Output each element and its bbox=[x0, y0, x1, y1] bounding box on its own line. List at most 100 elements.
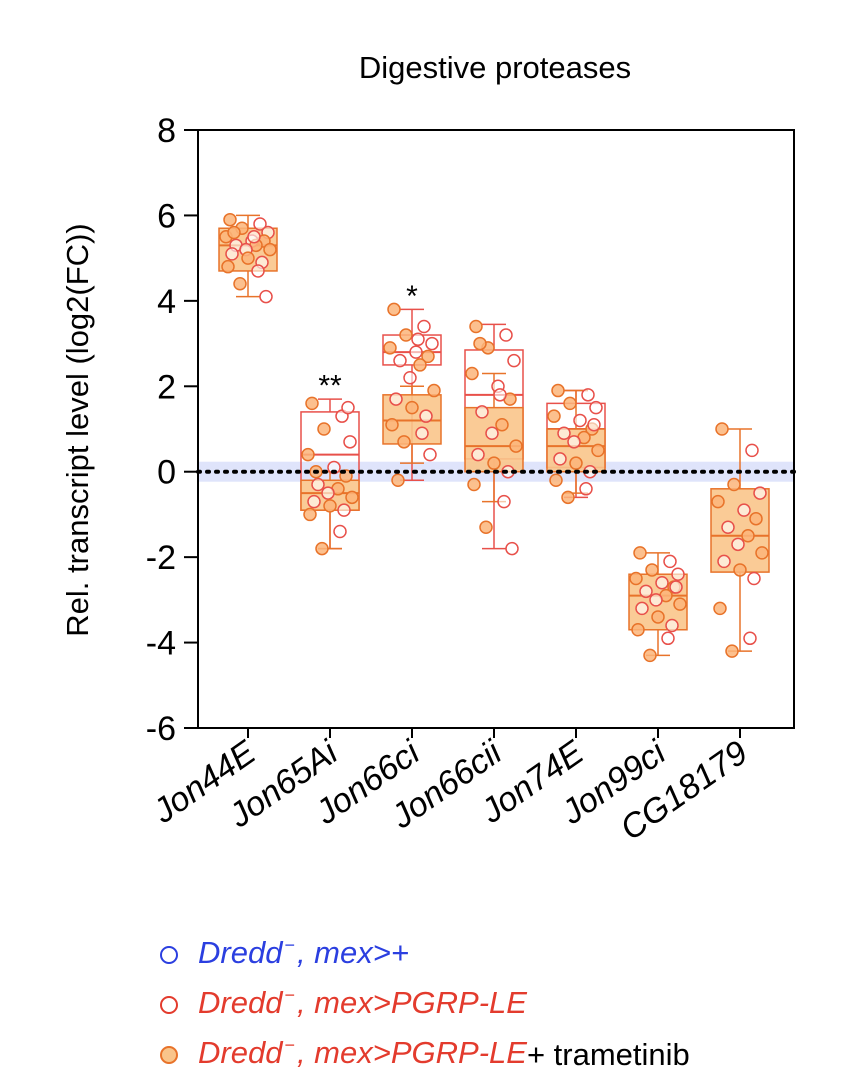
data-point bbox=[743, 631, 757, 646]
data-point bbox=[557, 426, 571, 441]
legend-marker-open-blue bbox=[160, 946, 178, 964]
data-point bbox=[727, 477, 741, 492]
data-point bbox=[745, 443, 759, 458]
legend-label: Dredd −, mex>PGRP-LE bbox=[198, 1035, 527, 1070]
data-point bbox=[485, 426, 499, 441]
data-point bbox=[643, 648, 657, 663]
data-point bbox=[247, 230, 261, 244]
plot-frame bbox=[197, 129, 795, 729]
data-point bbox=[343, 435, 357, 449]
data-point bbox=[747, 571, 761, 586]
data-point bbox=[337, 503, 351, 517]
data-point bbox=[403, 370, 417, 385]
data-point bbox=[639, 584, 653, 599]
data-point bbox=[263, 242, 277, 257]
y-tick-label: 8 bbox=[157, 112, 176, 150]
data-point bbox=[665, 618, 679, 633]
data-point bbox=[631, 623, 645, 637]
data-point bbox=[737, 503, 751, 517]
data-point bbox=[507, 353, 521, 368]
data-point bbox=[253, 217, 267, 231]
data-point bbox=[589, 400, 603, 415]
data-point bbox=[221, 259, 235, 274]
data-point bbox=[223, 212, 237, 227]
legend-entry-pgrp-trametinib: Dredd −, mex>PGRP-LE + trametinib bbox=[160, 1030, 690, 1080]
data-point bbox=[749, 511, 763, 526]
data-point bbox=[473, 336, 487, 351]
data-point bbox=[509, 439, 523, 453]
data-point bbox=[467, 477, 481, 492]
data-point bbox=[413, 358, 427, 372]
legend-marker-filled bbox=[160, 1046, 178, 1064]
y-tick-label: 6 bbox=[157, 197, 176, 235]
significance-marker: * bbox=[406, 280, 418, 313]
data-point bbox=[227, 225, 241, 240]
data-point bbox=[569, 456, 583, 470]
data-point bbox=[389, 392, 403, 406]
data-point bbox=[475, 405, 489, 419]
data-point bbox=[391, 473, 405, 488]
legend-marker-open-red bbox=[160, 996, 178, 1014]
data-point bbox=[713, 601, 727, 616]
legend: Dredd −, mex>+ Dredd −, mex>PGRP-LE Dredd −… bbox=[160, 930, 690, 1080]
data-point bbox=[405, 400, 419, 415]
data-point bbox=[715, 422, 729, 436]
data-point bbox=[567, 435, 581, 449]
data-point bbox=[471, 447, 485, 462]
data-point bbox=[307, 494, 321, 509]
data-point bbox=[649, 593, 663, 607]
data-point bbox=[495, 417, 509, 432]
legend-label: Dredd −, mex>PGRP-LE bbox=[198, 985, 527, 1020]
legend-suffix: + trametinib bbox=[526, 1037, 690, 1072]
data-point bbox=[591, 443, 605, 458]
significance-marker: ** bbox=[318, 370, 342, 403]
data-point bbox=[345, 490, 359, 505]
data-point bbox=[499, 328, 513, 342]
data-point bbox=[399, 328, 413, 342]
y-tick-label: 4 bbox=[157, 283, 176, 321]
data-point bbox=[225, 247, 239, 261]
data-point bbox=[549, 473, 563, 488]
data-point bbox=[341, 400, 355, 415]
data-point bbox=[479, 520, 493, 534]
data-point bbox=[505, 541, 519, 556]
data-point bbox=[419, 409, 433, 423]
data-point bbox=[725, 644, 739, 658]
data-point bbox=[635, 601, 649, 616]
y-tick-label: 2 bbox=[157, 368, 176, 406]
data-point bbox=[301, 447, 315, 462]
data-point bbox=[493, 388, 507, 402]
data-point bbox=[755, 546, 769, 560]
data-point bbox=[393, 353, 407, 368]
data-point bbox=[421, 349, 435, 364]
data-point bbox=[259, 289, 273, 304]
data-point bbox=[711, 494, 725, 509]
data-point bbox=[321, 486, 335, 500]
data-point bbox=[425, 336, 439, 351]
data-point bbox=[465, 366, 479, 381]
data-point bbox=[385, 417, 399, 432]
data-point bbox=[233, 277, 247, 291]
data-point bbox=[633, 546, 647, 560]
y-tick-label: -4 bbox=[146, 625, 176, 663]
data-point bbox=[629, 571, 643, 586]
significance-annotations: *** bbox=[318, 280, 418, 403]
legend-label: Dredd −, mex>+ bbox=[198, 935, 409, 970]
data-point bbox=[423, 447, 437, 462]
data-point bbox=[731, 537, 745, 552]
data-point bbox=[563, 396, 577, 411]
data-point bbox=[415, 426, 429, 441]
data-point bbox=[487, 456, 501, 470]
data-point bbox=[669, 580, 683, 594]
data-point bbox=[587, 417, 601, 432]
data-point bbox=[497, 494, 511, 509]
data-point bbox=[387, 302, 401, 317]
data-point bbox=[655, 576, 669, 590]
data-point bbox=[427, 383, 441, 398]
data-point bbox=[417, 319, 431, 334]
legend-entry-control: Dredd −, mex>+ bbox=[160, 930, 690, 980]
data-point bbox=[311, 477, 325, 492]
data-point bbox=[317, 422, 331, 436]
data-point bbox=[741, 529, 755, 543]
data-point bbox=[733, 563, 747, 577]
